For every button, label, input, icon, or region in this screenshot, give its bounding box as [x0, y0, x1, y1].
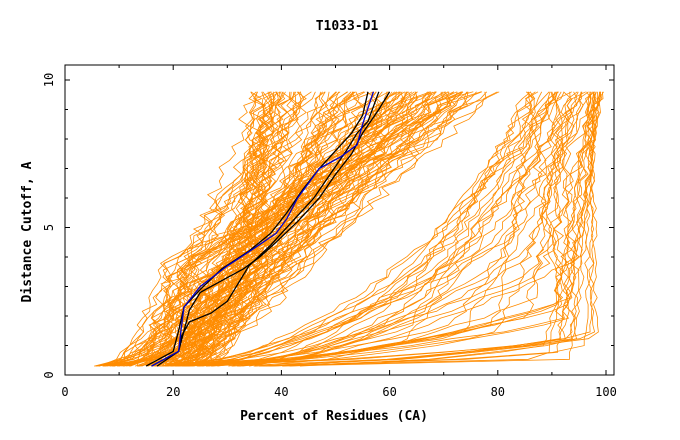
plot-frame — [64, 64, 615, 376]
model-series-84 — [105, 91, 390, 367]
chart-title: T1033-D1 — [316, 19, 379, 34]
model-series-7 — [99, 91, 444, 367]
model-series-149 — [187, 91, 578, 367]
model-series-55 — [106, 91, 469, 367]
model-series-95 — [102, 91, 302, 367]
x-tick-label: 20 — [166, 385, 180, 399]
model-series-118 — [98, 91, 323, 367]
y-axis-ticks: 0 5 10 — [42, 73, 614, 379]
x-tick-label: 0 — [61, 385, 68, 399]
model-series-117 — [167, 91, 348, 367]
x-axis-label: Percent of Residues (CA) — [240, 409, 428, 424]
model-series-141 — [155, 91, 565, 367]
model-series-155 — [239, 91, 582, 367]
model-series-112 — [113, 91, 500, 367]
x-tick-label: 80 — [491, 385, 505, 399]
y-tick-label: 5 — [42, 224, 56, 231]
model-series-107 — [103, 91, 433, 367]
y-tick-label: 0 — [42, 371, 56, 378]
model-series-156 — [202, 91, 572, 367]
model-series-139 — [175, 91, 539, 367]
model-series-167 — [289, 91, 597, 367]
model-series-145 — [242, 91, 551, 367]
highlighted-series-1 — [156, 91, 380, 367]
model-series-136 — [181, 91, 583, 367]
x-axis-ticks: 0 20 40 60 80 100 — [61, 65, 617, 399]
model-series-148 — [166, 91, 557, 367]
model-series-150 — [232, 91, 550, 367]
model-series-121 — [175, 91, 536, 367]
model-series-165 — [268, 91, 596, 367]
model-series-37 — [185, 91, 360, 367]
model-series-146 — [198, 91, 565, 367]
x-tick-label: 60 — [382, 385, 396, 399]
model-series-157 — [253, 91, 562, 367]
model-series-111 — [177, 91, 272, 367]
model-series-group — [94, 91, 604, 367]
model-series-109 — [189, 91, 464, 367]
model-series-104 — [114, 91, 450, 367]
model-series-13 — [207, 91, 302, 367]
model-series-102 — [130, 91, 375, 367]
model-series-79 — [137, 91, 284, 367]
highlighted-series-group — [145, 91, 391, 367]
model-series-153 — [191, 91, 558, 367]
model-series-142 — [186, 91, 582, 367]
model-series-151 — [217, 91, 586, 367]
model-series-140 — [183, 91, 559, 367]
model-series-90 — [171, 91, 482, 367]
model-series-144 — [207, 91, 556, 367]
model-series-106 — [209, 91, 329, 367]
model-series-169 — [299, 91, 599, 367]
model-series-115 — [201, 91, 286, 367]
model-series-101 — [112, 91, 282, 367]
model-series-59 — [96, 91, 436, 367]
model-series-108 — [165, 91, 449, 367]
model-series-20 — [206, 91, 477, 367]
x-tick-label: 40 — [274, 385, 288, 399]
model-series-25 — [125, 91, 418, 367]
model-series-154 — [228, 91, 589, 367]
model-series-134 — [249, 91, 554, 367]
model-series-168 — [254, 91, 599, 367]
highlighted-series-3 — [151, 91, 375, 367]
y-axis-label: Distance Cutoff, A — [20, 161, 35, 302]
model-series-158 — [158, 91, 602, 367]
model-series-123 — [171, 91, 531, 367]
model-series-119 — [196, 91, 467, 367]
model-series-81 — [186, 91, 365, 367]
highlighted-series-2 — [145, 91, 369, 367]
model-series-87 — [96, 91, 462, 367]
model-series-166 — [265, 91, 601, 367]
model-series-128 — [237, 91, 600, 367]
model-series-160 — [262, 91, 593, 367]
x-tick-label: 100 — [595, 385, 617, 399]
y-tick-label: 10 — [42, 73, 56, 87]
model-series-91 — [118, 91, 483, 367]
model-series-72 — [169, 91, 296, 367]
